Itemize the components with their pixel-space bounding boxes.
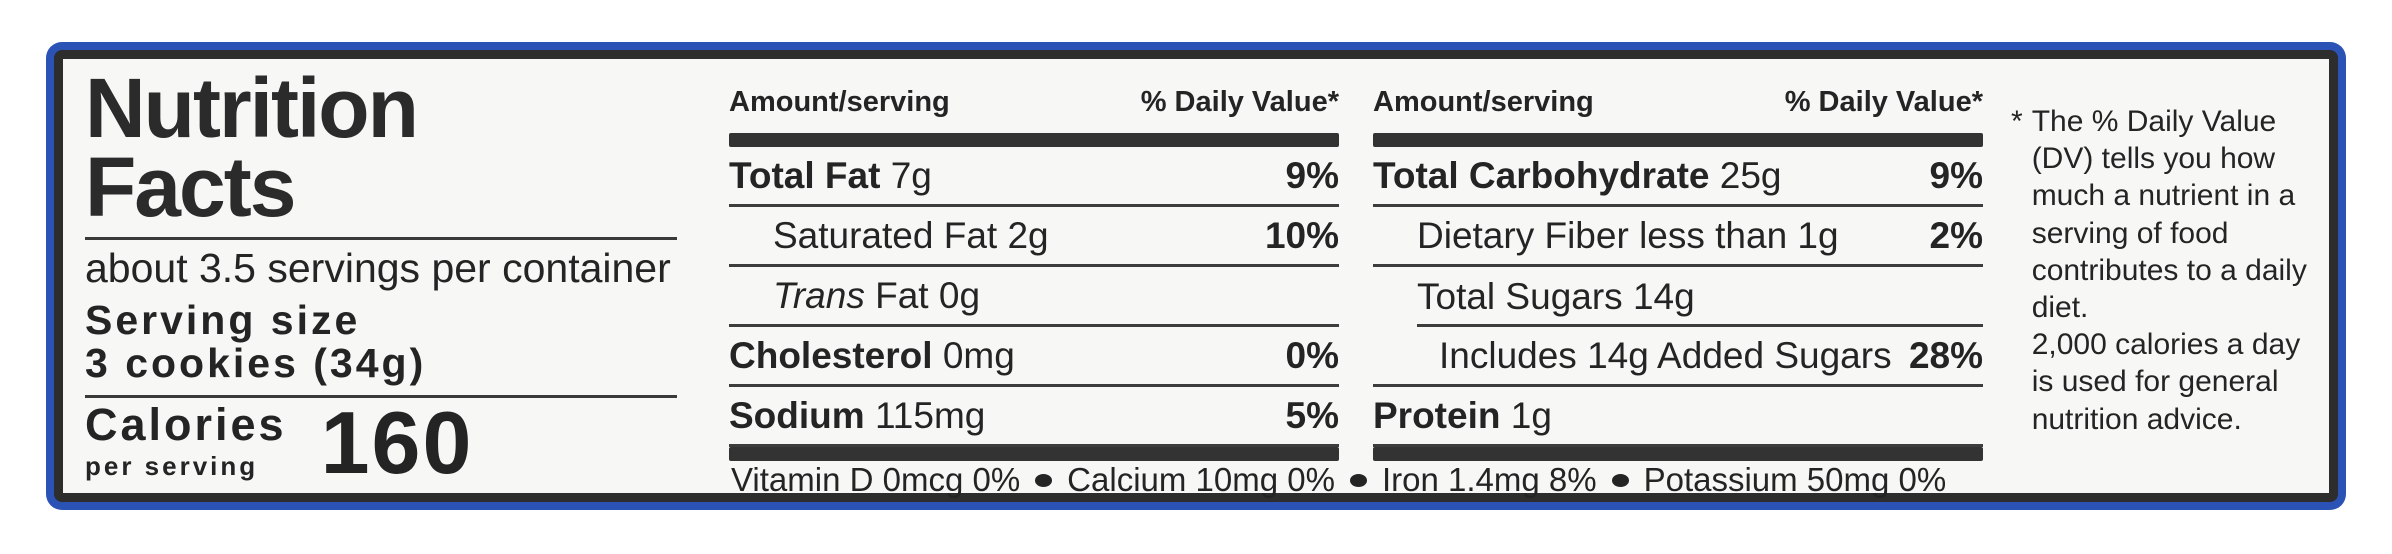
identity-section: Nutrition Facts about 3.5 servings per c… [85, 59, 685, 493]
nutrient-name: Total Carbohydrate [1373, 154, 1710, 196]
nutrient-name: Total Fat [729, 154, 881, 196]
label-title-line1: Nutrition [85, 61, 419, 155]
asterisk-marker: * [2011, 105, 2023, 138]
nutrient-name: Protein [1373, 394, 1501, 436]
serving-size: Serving size 3 cookies (34g) [85, 297, 685, 387]
micronutrients-row: Vitamin D 0mcg 0% Calcium 10mg 0% Iron 1… [729, 461, 1983, 499]
thick-bar [729, 133, 1339, 147]
nutrient-amount: 2g [1007, 214, 1049, 256]
nutrient-dv: 28% [1908, 334, 1983, 376]
calories-label: Calories [85, 399, 287, 451]
nutrient-name: Cholesterol [729, 334, 933, 376]
bullet-icon [1349, 473, 1367, 487]
micronutrient-calcium: Calcium 10mg 0% [1067, 461, 1335, 498]
nutrient-row-total-carbohydrate: Total Carbohydrate 25g 9% [1373, 147, 1983, 207]
nutrient-columns: Amount/serving % Daily Value* Total Fat … [729, 68, 1983, 461]
nutrient-amount: 0mg [942, 334, 1015, 376]
nutrient-name-italic: Trans [773, 274, 865, 316]
label-inner: Nutrition Facts about 3.5 servings per c… [63, 59, 2329, 498]
nutrient-name: Dietary Fiber [1417, 214, 1629, 256]
nutrient-amount: Fat 0g [875, 274, 981, 316]
divider [85, 395, 677, 399]
nutrient-dv: 2% [1929, 214, 1983, 256]
footnote-text-2: 2,000 calories a day is used for general… [2031, 328, 2301, 436]
nutrient-row-cholesterol: Cholesterol 0mg 0% [729, 327, 1339, 387]
nutrient-row-added-sugars: Includes 14g Added Sugars 28% [1373, 327, 1983, 387]
daily-value-header: % Daily Value* [1784, 86, 1983, 118]
label-title: Nutrition Facts [85, 61, 685, 234]
bullet-icon [1611, 473, 1629, 487]
nutrient-row-dietary-fiber: Dietary Fiber less than 1g 2% [1373, 207, 1983, 267]
column-header: Amount/serving % Daily Value* [1373, 68, 1983, 133]
nutrient-amount: 1g [1510, 394, 1552, 436]
nutrient-amount: 14g [1632, 276, 1695, 317]
nutrient-dv: 5% [1285, 394, 1339, 436]
nutrient-row-trans-fat: Trans Fat 0g [729, 267, 1339, 327]
nutrient-name: Includes 14g Added Sugars [1439, 334, 1892, 376]
divider [85, 236, 677, 240]
nutrient-amount: 7g [890, 154, 932, 196]
calories-row: Calories per serving 160 [85, 392, 685, 492]
thick-bar [1373, 447, 1983, 461]
thick-bar [1373, 133, 1983, 147]
serving-size-value: 3 cookies (34g) [85, 340, 427, 387]
servings-per-container: about 3.5 servings per container [85, 244, 671, 291]
amount-serving-header: Amount/serving [729, 86, 950, 118]
daily-value-footnote: * The % Daily Value (DV) tells you how m… [2011, 59, 2307, 493]
calories-labels: Calories per serving [85, 402, 287, 482]
calories-sublabel: per serving [85, 451, 259, 482]
micronutrient-potassium: Potassium 50mg 0% [1643, 461, 1947, 498]
nutrient-name: Saturated Fat [773, 214, 998, 256]
micronutrient-iron: Iron 1.4mg 8% [1381, 461, 1597, 498]
micronutrient-vitamin-d: Vitamin D 0mcg 0% [731, 461, 1021, 498]
nutrient-row-sodium: Sodium 115mg 5% [729, 387, 1339, 447]
daily-value-header: % Daily Value* [1140, 86, 1339, 118]
nutrient-row-total-fat: Total Fat 7g 9% [729, 147, 1339, 207]
nutrient-amount: 115mg [874, 394, 986, 436]
serving-size-label: Serving size [85, 297, 361, 343]
nutrient-dv: 9% [1929, 154, 1983, 196]
nutrient-row-total-sugars: Total Sugars 14g [1373, 267, 1983, 327]
nutrients-section: Amount/serving % Daily Value* Total Fat … [729, 59, 1983, 498]
amount-serving-header: Amount/serving [1373, 86, 1594, 118]
nutrient-dv: 9% [1285, 154, 1339, 196]
nutrient-name: Total Sugars [1417, 276, 1623, 317]
nutrient-amount: less than 1g [1639, 214, 1839, 256]
nutrient-row-saturated-fat: Saturated Fat 2g 10% [729, 207, 1339, 267]
nutrition-facts-label: Nutrition Facts about 3.5 servings per c… [54, 50, 2338, 502]
nutrient-name: Sodium [729, 394, 865, 436]
nutrient-column-fat-sodium: Amount/serving % Daily Value* Total Fat … [729, 68, 1339, 461]
nutrient-dv: 10% [1264, 214, 1339, 256]
bullet-icon [1035, 473, 1053, 487]
label-title-line2: Facts [85, 139, 296, 234]
nutrient-column-carb-protein: Amount/serving % Daily Value* Total Carb… [1373, 68, 1983, 461]
footnote-text-1: The % Daily Value (DV) tells you how muc… [2031, 105, 2307, 324]
thick-bar [729, 447, 1339, 461]
nutrient-row-protein: Protein 1g [1373, 387, 1983, 447]
nutrient-amount: 25g [1719, 154, 1782, 196]
column-header: Amount/serving % Daily Value* [729, 68, 1339, 133]
calories-value: 160 [320, 392, 474, 492]
nutrient-dv: 0% [1285, 334, 1339, 376]
